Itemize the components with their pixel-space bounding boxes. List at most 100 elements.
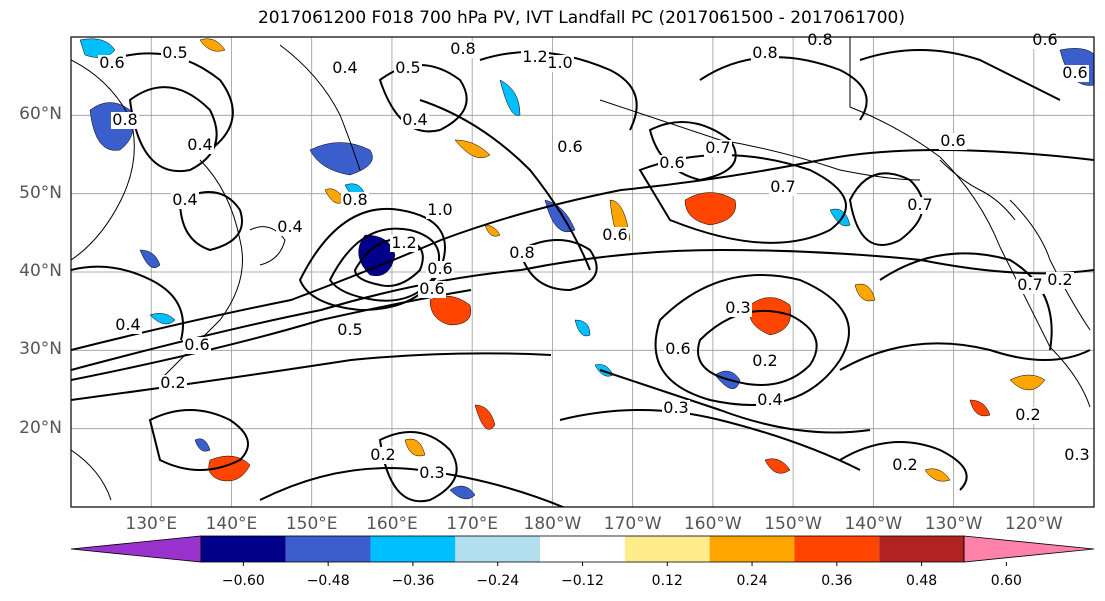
contour-label: 0.7 [1017,275,1042,294]
colorbar-tick-label: −0.48 [306,573,350,589]
pv-positive-area [854,283,876,302]
pv-negative-area [194,438,211,452]
contour-label: 0.6 [427,259,452,278]
contour-label-bg [756,392,784,409]
contour-label-bg [171,192,199,209]
contour-label-bg [98,55,126,72]
lon-tick-label: 170°W [603,514,662,534]
contour-label-bg [111,112,139,129]
pv-positive-area [684,192,736,226]
lon-tick-label: 130°E [125,514,178,534]
contour-label-bg [390,235,418,252]
pv-positive-area [748,297,792,336]
contour-label: 0.8 [450,39,475,58]
contour-label-bg [546,55,574,72]
lon-tick-label: 150°W [764,514,822,534]
contour-label-bg [521,49,549,66]
contour-label: 0.4 [402,110,427,129]
colorbar-tick-label: 0.48 [906,573,938,589]
pv-positive-area [764,458,791,474]
pv-negative-area [449,485,476,500]
contour-label: 0.6 [184,335,209,354]
gridlines [71,37,1094,507]
pv-negative-area [574,319,591,337]
lon-tick-label: 120°W [1004,514,1063,534]
contour-label-bg [449,41,477,58]
colorbar-segment [285,536,371,562]
pv-positive-area [484,224,501,237]
contour-label-bg [508,245,536,262]
colorbar-tick-label: −0.60 [221,573,265,589]
contour-label-bg [331,60,359,77]
contour-label-bg [806,32,834,49]
contour-label-bg [658,155,686,172]
contour-label-bg [418,465,446,482]
colorbar [70,535,1095,566]
contour-label-bg [1031,32,1059,49]
contour-label-bg [662,400,690,417]
contour-label-bg [1014,407,1042,424]
contour-label-bg [1063,447,1091,464]
lat-tick-label: 50°N [19,182,62,203]
contour-label-bg [751,353,779,370]
pv-negative-area [79,38,116,58]
contour-label-bg [369,447,397,464]
contour-label: 0.7 [770,177,795,196]
contour-label: 0.2 [370,445,395,464]
contour-label: 0.8 [752,43,777,62]
contour-label: 1.0 [427,200,452,219]
contour-label: 0.2 [892,455,917,474]
map-frame [70,36,1095,508]
contour-label-bg [426,202,454,219]
pv-positive-area [199,38,226,52]
pv-positive-area [404,438,426,457]
contour-label-bg [341,192,369,209]
contour-label-bg [556,139,584,156]
pv-positive-area [429,295,472,326]
colorbar-segment [540,536,625,562]
contour-label-bg [664,341,692,358]
contour-label: 0.4 [277,217,302,236]
contour-label: 0.4 [172,190,197,209]
contour-label-bg [704,140,732,157]
colorbar-tick-label: 0.36 [821,573,853,589]
contour-label: 0.5 [337,320,362,339]
contour-label: 0.2 [1047,270,1072,289]
contour-label-bg [336,322,364,339]
colorbar-tick-label: 0.24 [736,573,768,589]
contour-label: 0.5 [162,43,187,62]
contour-label-bg [1046,272,1074,289]
colorbar-segment [794,536,880,562]
colorbar-segment [624,536,710,562]
colorbar-extend-high [963,535,1095,563]
contour-label-bg [769,179,797,196]
contour-label: 0.8 [112,110,137,129]
contour-label-bg [276,219,304,236]
pv-negative-area [544,199,576,233]
lat-tick-label: 40°N [19,261,62,281]
contour-label-bg [183,337,211,354]
colorbar-tick-label: 0.60 [990,573,1022,589]
pv-negative-area [149,313,176,325]
colorbar-segment [455,536,541,562]
colorbar-segment [709,536,795,562]
contour-label: 0.2 [160,373,185,392]
lat-tick-label: 20°N [19,417,62,438]
pv-contours [71,49,1094,507]
contour-label-bg [426,261,454,278]
lat-tick-label: 60°N [19,104,62,125]
contour-label-bg [1016,277,1044,294]
contour-label: 0.2 [752,351,777,370]
lon-tick-label: 140°E [205,514,258,534]
pv-shading [79,38,1094,500]
colorbar-extend-low [70,535,202,563]
contour-label-bg [186,137,214,154]
contour-label-bg [159,375,187,392]
contour-label-bg [161,45,189,62]
contour-label: 0.5 [395,58,420,77]
colorbar-segment [201,536,286,562]
colorbar-segment [879,536,964,562]
lon-tick-label: 140°W [844,514,903,534]
contour-label: 0.4 [332,58,357,77]
coastlines [71,37,1091,501]
